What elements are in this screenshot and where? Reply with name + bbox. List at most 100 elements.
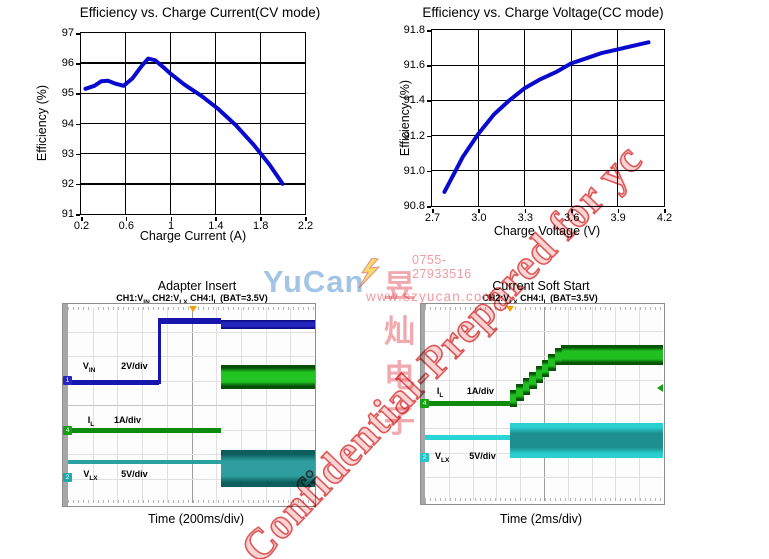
x-tick-label: 2.7 — [424, 212, 441, 224]
y-tick-label: 97 — [61, 27, 74, 39]
trace-VIN — [221, 319, 315, 329]
trace-VLX — [68, 459, 222, 465]
chart-title: Efficiency vs. Charge Voltage(CC mode) — [422, 5, 664, 20]
y-tick-label: 96 — [61, 57, 74, 70]
trace-IL — [522, 378, 531, 396]
y-tick-label: 92 — [61, 177, 74, 190]
lightning-icon — [358, 258, 381, 288]
channel-marker: 1 — [63, 376, 72, 386]
x-tick-mark — [524, 208, 527, 213]
x-tick-label: 3.9 — [610, 212, 626, 224]
y-tick-label: 91.4 — [403, 94, 425, 107]
trace-scale-label: 2V/div — [121, 360, 148, 371]
y-tick-mark — [76, 63, 80, 65]
x-tick-mark — [432, 208, 434, 213]
chart-efficiency-vs-charge-current: Efficiency vs. Charge Current(CV mode) E… — [0, 0, 370, 260]
y-tick-mark — [76, 183, 80, 186]
gridline-horizontal — [432, 99, 664, 102]
x-tick-label: 0.2 — [73, 220, 90, 232]
x-tick-label: 2.2 — [297, 220, 314, 232]
x-tick-mark — [170, 216, 173, 221]
x-tick-mark — [215, 216, 217, 221]
y-tick-mark — [427, 65, 431, 67]
trace-IL — [535, 366, 543, 384]
data-curve — [83, 56, 285, 186]
x-tick-label: 3.6 — [564, 212, 580, 224]
trace-VLX — [509, 423, 663, 459]
y-tick-mark — [427, 170, 431, 173]
scope-gridline — [68, 478, 315, 480]
trace-IL — [554, 347, 563, 365]
channel-marker: 2 — [63, 472, 72, 482]
trace-VLX — [425, 435, 510, 440]
y-tick-mark — [76, 214, 80, 216]
x-tick-label: 1.4 — [208, 220, 224, 232]
scope-gridline — [68, 454, 315, 455]
x-tick-label: 3.0 — [471, 212, 487, 224]
y-tick-label: 91.0 — [403, 164, 425, 177]
scope-title: Adapter Insert — [157, 279, 237, 293]
scope-gridline — [68, 331, 315, 333]
chart-efficiency-vs-charge-voltage: Efficiency vs. Charge Voltage(CC mode) E… — [390, 0, 769, 260]
data-curve — [442, 40, 651, 194]
trace-IL — [542, 359, 550, 377]
gridline-horizontal — [432, 134, 664, 137]
trace-label: VLX — [83, 469, 98, 483]
scope-gridline — [68, 356, 315, 357]
trace-VLX — [221, 450, 315, 487]
x-tick-mark — [617, 208, 620, 213]
trace-IL — [548, 353, 556, 371]
y-tick-label: 93 — [61, 147, 74, 160]
scope-gridline — [425, 355, 663, 357]
gridline-vertical — [570, 30, 572, 206]
y-tick-mark — [76, 123, 80, 125]
trace-IL — [529, 372, 537, 390]
trace-IL — [425, 400, 510, 406]
watermark-logo-cjk: 昱灿电子 — [384, 269, 417, 439]
scope-gridline — [425, 379, 663, 381]
trace-VIN — [158, 317, 222, 324]
gridline-vertical — [477, 30, 480, 206]
gridline-horizontal — [432, 170, 664, 172]
channel-ref-marker — [657, 384, 663, 393]
y-tick-label: 91.6 — [403, 59, 425, 72]
scope-plot: 4 2 IL 1A/div VLX 5V/div — [420, 306, 663, 501]
trace-label: VIN — [82, 360, 96, 374]
gridline-horizontal — [81, 152, 305, 155]
trace-IL — [561, 345, 663, 366]
gridline-horizontal — [81, 92, 305, 95]
x-axis-title: Charge Current (A) — [139, 229, 247, 243]
scope-left-strip — [63, 304, 68, 506]
x-tick-label: 4.2 — [656, 212, 673, 224]
scope-plot: 1 4 2 VIN 2V/div IL 1A/div VLX 5V/div — [63, 306, 315, 503]
x-tick-mark — [260, 216, 262, 221]
gridline-horizontal — [432, 64, 664, 66]
x-tick-mark — [478, 208, 480, 213]
y-tick-mark — [76, 93, 80, 95]
y-tick-label: 91.2 — [403, 129, 425, 142]
scope-screen: 1 4 2 VIN 2V/div IL 1A/div VLX 5V/div — [62, 303, 316, 507]
channel-marker: 2 — [420, 452, 429, 462]
scope-gridline — [68, 380, 315, 382]
trace-IL — [509, 390, 518, 408]
scope-gridline — [425, 476, 663, 478]
scope-gridline — [425, 404, 663, 405]
channel-marker: 4 — [420, 398, 429, 408]
y-tick-mark — [427, 206, 431, 208]
y-tick-mark — [76, 153, 80, 156]
x-tick-mark — [571, 208, 573, 213]
trace-IL — [68, 427, 222, 434]
y-tick-label: 91 — [61, 208, 74, 220]
trace-label: IL — [436, 386, 444, 399]
scope-current-soft-start: Current Soft Start CH2:VLX CH4:IL (BAT=3… — [418, 278, 668, 540]
scope-subtitle: CH2:VLX CH4:IL (BAT=3.5V) — [482, 293, 598, 306]
scope-subtitle: CH1:VIN CH2:VLX CH4:IL (BAT=3.5V) — [116, 293, 268, 306]
trace-scale-label: 5V/div — [121, 469, 148, 480]
gridline-horizontal — [81, 122, 305, 125]
time-axis-label: Time (200ms/div) — [147, 512, 245, 526]
trigger-marker — [189, 306, 198, 312]
y-tick-mark — [76, 33, 80, 35]
x-tick-label: 3.3 — [517, 212, 533, 224]
y-tick-mark — [427, 100, 431, 102]
scope-screen: 4 2 IL 1A/div VLX 5V/div — [420, 303, 665, 505]
